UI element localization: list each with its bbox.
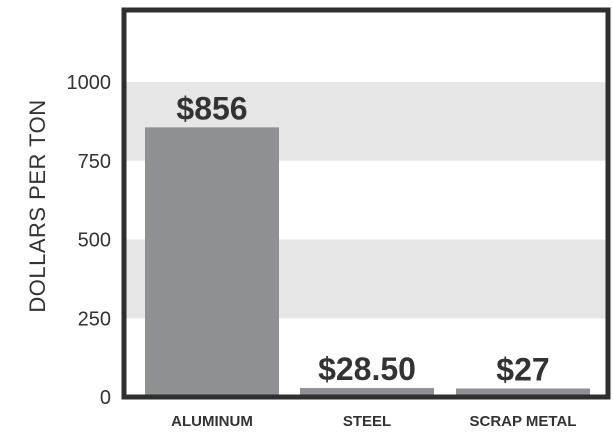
y-tick-label-250: 250 <box>78 308 111 330</box>
y-tick-label-0: 0 <box>100 387 111 409</box>
y-tick-label-500: 500 <box>78 230 111 252</box>
x-tick-label-aluminum: ALUMINUM <box>171 413 253 430</box>
x-axis-ticks: ALUMINUM STEEL SCRAP METAL <box>171 413 576 430</box>
y-tick-label-1000: 1000 <box>67 72 112 94</box>
x-tick-label-scrap-metal: SCRAP METAL <box>470 413 577 430</box>
data-label-steel: $28.50 <box>318 351 416 387</box>
bars <box>145 127 590 398</box>
bar-scrap-metal <box>456 388 590 397</box>
y-tick-label-750: 750 <box>78 151 111 173</box>
data-labels: $856 $28.50 $27 <box>176 90 549 387</box>
y-axis-ticks: 0 250 500 750 1000 <box>67 72 112 409</box>
x-tick-label-steel: STEEL <box>343 413 391 430</box>
data-label-scrap-metal: $27 <box>496 351 549 387</box>
plot-frame <box>121 7 611 400</box>
data-label-aluminum: $856 <box>176 90 247 126</box>
bar-aluminum <box>145 127 279 398</box>
y-axis-label: DOLLARS PER TON <box>25 99 50 312</box>
bar-steel <box>300 388 434 397</box>
